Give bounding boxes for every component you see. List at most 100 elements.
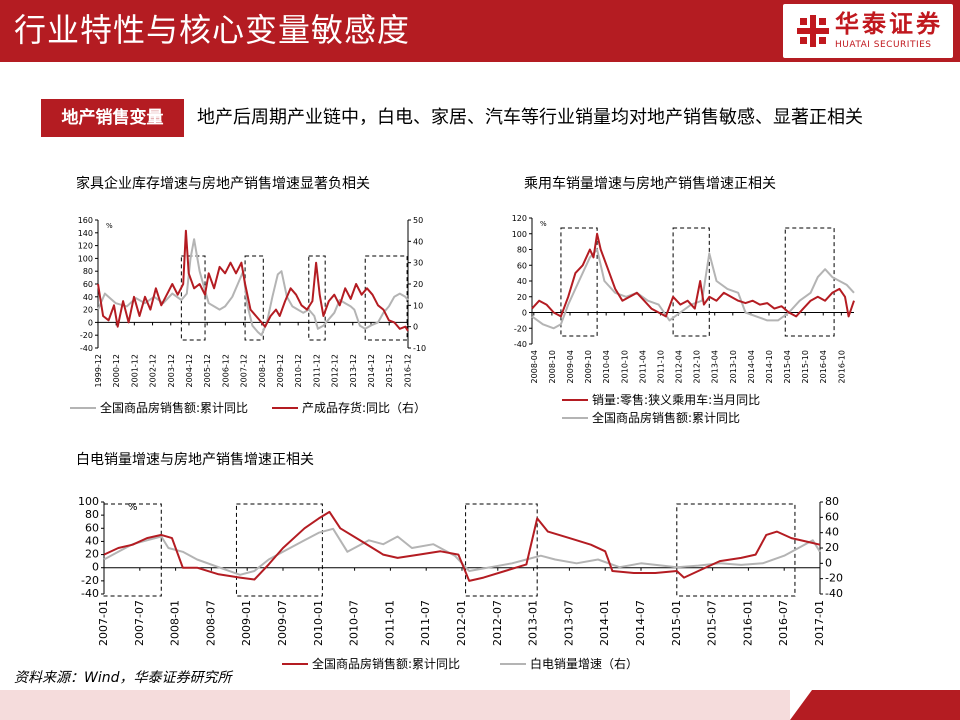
x-tick-label: 2007-01 [97,600,110,646]
chart-white-goods-sales: -40-20020406080100-40-20020406080%2007-0… [78,495,843,671]
x-tick-label: 2000-12 [112,354,121,387]
x-tick-label: 2012-01 [455,600,468,646]
x-tick-label: 2012-07 [491,600,504,646]
y-tick-label-left: -20 [80,331,93,340]
logo: 华泰证券 HUATAI SECURITIES [783,4,953,58]
y-tick-label-left: 120 [512,214,527,223]
x-tick-label: 2009-01 [240,600,253,646]
y-tick-label-right: 20 [413,280,423,289]
y-tick-label-right: 0 [825,556,832,569]
y-tick-label-left: 60 [517,261,527,270]
section-description: 地产后周期产业链中，白电、家居、汽车等行业销量均对地产销售敏感、显著正相关 [197,107,863,128]
chart1-title: 家具企业库存增速与房地产销售增速显著负相关 [76,176,370,192]
legend-label: 销量:零售:狭义乘用车:当月同比 [592,392,760,407]
y-tick-label-left: -20 [81,574,99,587]
unit-label: % [128,502,138,513]
x-tick-label: 2012-04 [675,350,684,383]
logo-text-en: HUATAI SECURITIES [835,40,932,50]
footer-accent [790,690,960,720]
y-tick-label-left: 100 [78,495,99,508]
x-tick-label: 2004-12 [185,354,194,387]
x-tick-label: 2010-07 [348,600,361,646]
x-tick-label: 2011-10 [656,350,665,383]
x-tick-label: 2009-04 [566,350,575,383]
x-tick-label: 2013-10 [729,350,738,383]
y-tick-label-left: 120 [78,242,93,251]
x-tick-label: 2011-04 [638,350,647,383]
y-tick-label-left: 160 [78,216,93,225]
x-tick-label: 2016-12 [403,354,412,387]
highlight-box [244,255,264,341]
series-line-grey [103,527,821,576]
highlight-box [180,255,206,341]
y-tick-label-left: 80 [83,267,93,276]
chart3-title: 白电销量增速与房地产销售增速正相关 [76,452,314,468]
x-tick-label: 2013-04 [711,350,720,383]
x-tick-label: 2015-07 [706,600,719,646]
x-tick-label: 2011-01 [383,600,396,646]
y-tick-label-left: 40 [85,534,99,547]
y-tick-label-right: 10 [413,301,423,310]
x-tick-label: 2006-12 [221,354,230,387]
y-tick-label-left: 0 [522,309,527,318]
x-tick-label: 2007-07 [133,600,146,646]
x-tick-label: 2010-12 [294,354,303,387]
x-tick-label: 2010-04 [602,350,611,383]
x-tick-label: 2015-01 [670,600,683,646]
y-tick-label-left: 20 [83,306,93,315]
x-tick-label: 2003-12 [167,354,176,387]
legend-label: 全国商品房销售额:累计同比 [312,656,460,671]
series-line-grey [97,238,409,337]
y-tick-label-right: 40 [413,237,423,246]
legend-label: 白电销量增速（右） [530,656,638,671]
y-tick-label-right: 0 [413,323,418,332]
highlight-box [560,227,598,337]
x-tick-label: 2013-12 [349,354,358,387]
highlight-box [465,503,538,597]
x-tick-label: 2014-10 [765,350,774,383]
huatai-logo-icon [797,15,829,47]
y-tick-label-left: -40 [80,344,93,353]
section-tag: 地产销售变量 [41,99,184,137]
footer-bar [0,690,790,720]
highlight-box [235,503,323,597]
x-tick-label: 2001-12 [130,354,139,387]
x-tick-label: 2012-10 [693,350,702,383]
y-tick-label-left: 0 [88,318,93,327]
y-tick-label-left: 140 [78,229,93,238]
highlight-box [784,227,835,337]
x-tick-label: 2008-12 [258,354,267,387]
x-tick-label: 2014-12 [367,354,376,387]
y-tick-label-left: -40 [514,340,527,349]
header-bar: 行业特性与核心变量敏感度 华泰证券 HUATAI SECURITIES [0,0,960,62]
x-tick-label: 1999-12 [94,354,103,387]
x-tick-label: 2015-10 [801,350,810,383]
series-line-grey [531,248,855,330]
x-tick-label: 2017-01 [813,600,826,646]
y-tick-label-right: 50 [413,216,423,225]
x-tick-label: 2009-10 [584,350,593,383]
y-tick-label-left: 100 [512,230,527,239]
x-tick-label: 2008-10 [548,350,557,383]
x-tick-label: 2009-12 [276,354,285,387]
x-tick-label: 2014-07 [634,600,647,646]
legend-label: 产成品存货:同比（右） [302,400,426,415]
x-tick-label: 2016-04 [819,350,828,383]
x-tick-label: 2002-12 [149,354,158,387]
y-tick-label-left: 80 [85,508,99,521]
x-tick-label: 2011-07 [419,600,432,646]
y-tick-label-left: 40 [517,277,527,286]
page-title: 行业特性与核心变量敏感度 [14,11,411,49]
y-tick-label-right: -40 [825,587,843,600]
y-tick-label-left: 60 [83,280,93,289]
x-tick-label: 2008-01 [169,600,182,646]
highlight-box [308,255,326,341]
y-tick-label-right: 60 [825,510,839,523]
y-tick-label-left: 40 [83,293,93,302]
x-tick-label: 2007-12 [240,354,249,387]
y-tick-label-right: 40 [825,526,839,539]
legend-label: 全国商品房销售额:累计同比 [592,410,740,425]
x-tick-label: 2016-07 [777,600,790,646]
legend-label: 全国商品房销售额:累计同比 [100,400,248,415]
series-line-red [103,510,821,582]
